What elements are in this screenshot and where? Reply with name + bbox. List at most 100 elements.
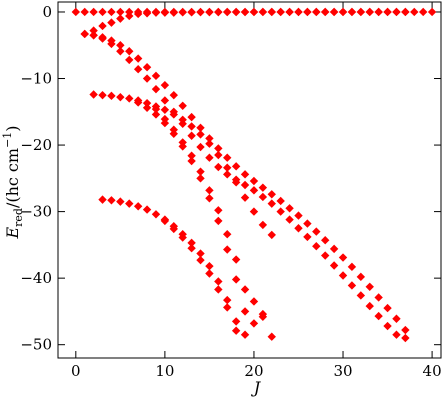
data-point — [214, 206, 223, 215]
data-point — [151, 71, 161, 81]
data-point — [267, 332, 276, 341]
data-point — [258, 220, 268, 230]
data-point — [116, 47, 125, 56]
data-point — [80, 7, 89, 17]
data-point — [214, 277, 223, 286]
data-point — [223, 7, 232, 17]
data-point — [89, 90, 98, 99]
x-tick-label: 0 — [71, 362, 81, 380]
data-point — [258, 183, 268, 192]
data-point — [312, 7, 321, 17]
data-point — [240, 180, 250, 190]
data-point — [196, 167, 205, 176]
data-point — [231, 275, 241, 284]
data-point — [98, 90, 107, 100]
data-point — [142, 9, 152, 18]
data-point — [365, 301, 374, 311]
data-point — [240, 193, 250, 202]
data-point — [374, 293, 383, 302]
data-point — [98, 7, 107, 17]
data-point — [196, 130, 205, 139]
data-point — [356, 272, 366, 282]
plot-frame — [57, 1, 442, 359]
data-point — [205, 194, 214, 203]
data-point — [285, 215, 294, 224]
data-point — [303, 232, 312, 242]
data-point — [347, 7, 357, 17]
data-point — [249, 186, 259, 195]
data-point — [89, 31, 98, 40]
data-point — [151, 84, 161, 94]
data-point — [142, 63, 152, 72]
data-point — [214, 7, 223, 17]
data-point — [116, 197, 125, 206]
data-point — [231, 7, 241, 17]
data-point — [107, 7, 116, 17]
data-point — [356, 291, 366, 300]
data-point — [383, 303, 392, 313]
data-point — [338, 271, 348, 280]
data-point — [294, 7, 303, 17]
data-point — [383, 321, 392, 331]
data-point — [321, 7, 330, 17]
data-point — [142, 205, 152, 214]
data-point — [231, 255, 241, 264]
data-point — [258, 7, 268, 17]
data-point — [392, 7, 401, 17]
data-point — [196, 249, 205, 258]
data-point — [258, 192, 268, 202]
data-point — [142, 103, 152, 113]
data-point — [107, 18, 116, 27]
data-point — [187, 244, 196, 253]
data-point — [223, 303, 232, 312]
data-point — [196, 123, 205, 132]
data-point — [71, 7, 81, 17]
data-point — [196, 255, 205, 265]
data-point — [267, 190, 276, 199]
data-point — [187, 8, 196, 17]
data-point — [187, 238, 196, 248]
data-point — [365, 282, 374, 291]
data-point — [205, 269, 214, 278]
data-point — [294, 224, 303, 233]
data-point — [276, 7, 285, 17]
data-point — [187, 131, 196, 140]
data-point — [214, 285, 223, 294]
data-point — [205, 153, 214, 162]
data-point — [160, 216, 170, 226]
data-point — [214, 216, 223, 226]
data-point — [312, 227, 321, 236]
data-point — [276, 207, 285, 216]
data-point — [214, 150, 223, 160]
data-point — [303, 219, 312, 228]
data-point — [276, 196, 285, 206]
data-point — [116, 14, 125, 23]
data-point — [401, 7, 410, 17]
data-point — [187, 156, 196, 166]
data-point — [401, 325, 410, 335]
data-point — [223, 170, 232, 179]
data-point — [169, 110, 178, 119]
data-point — [107, 91, 116, 101]
data-point — [133, 65, 143, 74]
data-point — [160, 80, 170, 90]
data-point — [214, 162, 223, 172]
data-point — [125, 55, 134, 65]
data-point — [160, 105, 170, 114]
data-point — [196, 142, 205, 152]
data-point — [383, 7, 392, 17]
data-point — [133, 54, 143, 63]
data-point — [294, 211, 303, 220]
data-point — [240, 285, 250, 294]
data-point — [347, 281, 357, 290]
data-point — [205, 186, 214, 195]
data-point — [365, 7, 374, 17]
data-point — [240, 330, 250, 339]
y-tick-label: −20 — [20, 136, 52, 154]
data-point — [392, 314, 401, 323]
data-point — [125, 199, 134, 208]
data-point — [410, 7, 419, 17]
data-point — [329, 7, 339, 17]
data-point — [374, 311, 383, 321]
data-point — [285, 7, 294, 17]
